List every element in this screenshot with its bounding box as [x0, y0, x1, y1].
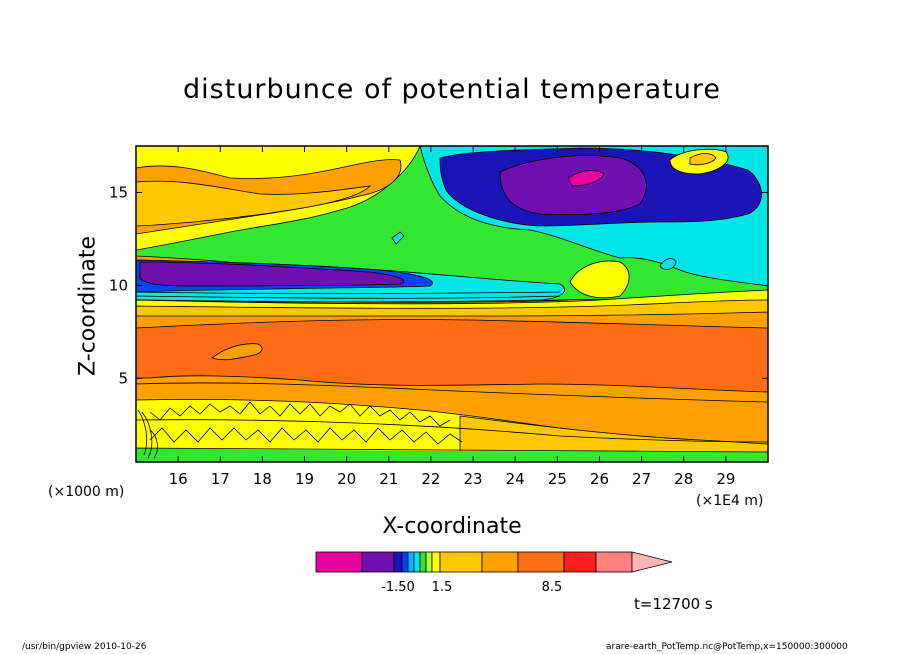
- x-tick-label: 20: [337, 470, 356, 488]
- time-label: t=12700 s: [634, 595, 713, 613]
- colorbar: -1.50 1.5 8.5: [315, 551, 673, 595]
- x-tick-label: 22: [421, 470, 440, 488]
- colorbar-swatch: [393, 551, 403, 573]
- x-axis-label: X-coordinate: [382, 514, 522, 539]
- x-tick-label: 16: [169, 470, 188, 488]
- patch-cyan-1: [391, 231, 405, 245]
- x-unit-right: (×1E4 m): [696, 493, 764, 509]
- colorbar-swatch: [439, 551, 483, 573]
- colorbar-swatch: [481, 551, 519, 573]
- bump-orange: [211, 343, 263, 361]
- colorbar-swatch: [407, 551, 415, 573]
- colorbar-swatch: [401, 551, 409, 573]
- x-tick-label: 21: [379, 470, 398, 488]
- cell-orange-topright: [689, 153, 717, 166]
- colorbar-label: -1.50: [381, 580, 415, 595]
- y-tick-label: 10: [109, 276, 128, 294]
- contour-line-1: [136, 419, 768, 443]
- colorbar-swatch: [431, 551, 441, 573]
- x-tick-label: 24: [506, 470, 525, 488]
- contour-field: [136, 146, 768, 462]
- colorbar-swatch: [563, 551, 597, 573]
- colorbar-swatch: [517, 551, 565, 573]
- patch-cyan-2: [659, 258, 677, 270]
- x-tick-label: 27: [632, 470, 651, 488]
- footer-command: /usr/bin/gpview 2010-10-26: [22, 642, 147, 652]
- x-tick-label: 28: [674, 470, 693, 488]
- left-swirl: [137, 409, 158, 459]
- x-tick-label: 26: [590, 470, 609, 488]
- footer-source: arare-earth_PotTemp.nc@PotTemp,x=150000:…: [606, 642, 848, 652]
- band-orange-upper-2: [136, 180, 372, 227]
- thin-layers: [136, 291, 601, 307]
- y-tick-label: 5: [118, 369, 128, 387]
- y-axis: 5 10 15: [109, 183, 768, 387]
- colorbar-swatch: [595, 551, 633, 573]
- colorbar-swatch: [419, 551, 427, 573]
- colorbar-swatch: [425, 551, 433, 573]
- colorbar-label: 1.5: [432, 580, 453, 595]
- x-tick-label: 25: [548, 470, 567, 488]
- cell-yellow-mid: [569, 260, 630, 299]
- x-unit-left: (×1000 m): [48, 484, 125, 500]
- jagged-line: [149, 401, 451, 427]
- colorbar-swatch: [413, 551, 421, 573]
- x-axis: 16 17 18 19 20 21 22 23 24 25 26 27 28 29: [169, 146, 735, 488]
- y-axis-label: Z-coordinate: [75, 236, 101, 376]
- colorbar-swatch: [361, 551, 395, 573]
- contour-line-2: [136, 382, 768, 403]
- x-tick-label: 19: [295, 470, 314, 488]
- colorbar-arrow: [631, 551, 673, 573]
- x-tick-label: 17: [211, 470, 230, 488]
- x-tick-label: 18: [253, 470, 272, 488]
- band-orange-mid: [136, 319, 768, 393]
- cell-magenta: [567, 170, 605, 187]
- colorbar-label: 8.5: [542, 580, 563, 595]
- band-purple-layer: [139, 261, 405, 287]
- chart-title: disturbunce of potential temperature: [183, 74, 721, 105]
- jagged-line-2: [149, 427, 463, 445]
- x-tick-label: 23: [464, 470, 483, 488]
- x-tick-label: 29: [716, 470, 735, 488]
- colorbar-swatch: [315, 551, 363, 573]
- plot-frame: [135, 145, 769, 463]
- y-tick-label: 15: [109, 183, 128, 201]
